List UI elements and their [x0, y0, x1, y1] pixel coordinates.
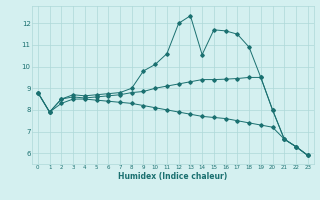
X-axis label: Humidex (Indice chaleur): Humidex (Indice chaleur) — [118, 172, 228, 181]
